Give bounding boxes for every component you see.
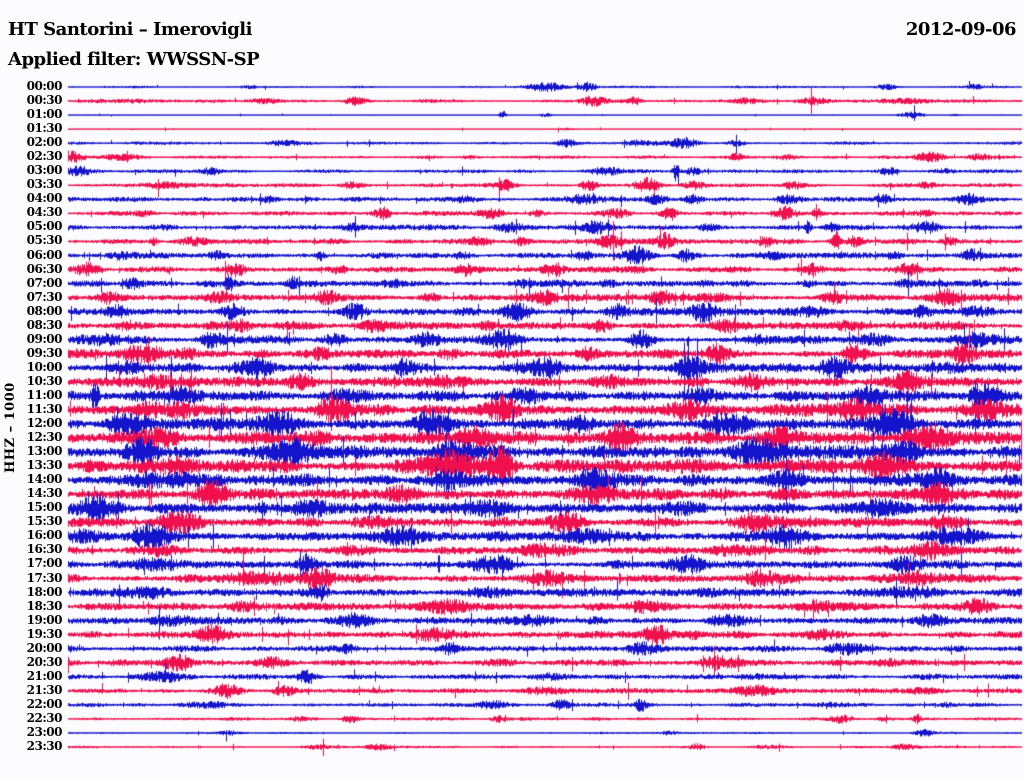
time-label: 10:30 — [26, 373, 63, 388]
time-label: 16:30 — [26, 542, 63, 557]
time-label: 07:30 — [26, 289, 63, 304]
time-label: 14:30 — [26, 486, 63, 501]
record-date: 2012-09-06 — [905, 19, 1017, 40]
time-label: 02:00 — [26, 135, 63, 150]
time-label: 22:00 — [26, 696, 63, 711]
time-label: 05:00 — [26, 219, 63, 234]
time-label: 23:30 — [26, 739, 63, 754]
time-label: 08:00 — [26, 303, 63, 318]
time-label: 06:30 — [26, 261, 63, 276]
time-label: 11:30 — [26, 401, 63, 416]
time-label: 21:00 — [26, 668, 63, 683]
time-label: 17:30 — [26, 570, 63, 585]
time-label: 04:30 — [26, 205, 63, 220]
time-label: 23:00 — [26, 724, 63, 739]
time-label: 12:30 — [26, 430, 63, 445]
time-label: 00:00 — [26, 79, 63, 93]
time-label: 01:30 — [26, 121, 63, 136]
time-label: 01:00 — [26, 107, 63, 122]
applied-filter-label: Applied filter: WWSSN-SP — [8, 49, 260, 70]
time-label: 07:00 — [26, 275, 63, 290]
time-label: 17:00 — [26, 556, 63, 571]
time-label: 18:00 — [26, 584, 63, 599]
time-label: 03:00 — [26, 163, 63, 178]
time-label: 19:00 — [26, 612, 63, 627]
time-label: 10:00 — [26, 359, 63, 374]
time-label: 19:30 — [26, 626, 63, 641]
time-label: 00:30 — [26, 93, 63, 108]
time-label: 20:00 — [26, 640, 63, 655]
station-title: HT Santorini – Imerovigli — [8, 19, 252, 40]
time-label: 08:30 — [26, 317, 63, 332]
time-label: 05:30 — [26, 233, 63, 248]
time-label: 21:30 — [26, 682, 63, 697]
time-label: 13:00 — [26, 444, 63, 459]
time-label: 14:00 — [26, 472, 63, 487]
time-label: 12:00 — [26, 416, 63, 431]
time-label: 15:00 — [26, 500, 63, 515]
time-label: 15:30 — [26, 514, 63, 529]
time-label: 20:30 — [26, 654, 63, 669]
time-label: 04:00 — [26, 191, 63, 206]
time-label: 09:00 — [26, 331, 63, 346]
time-label: 16:00 — [26, 528, 63, 543]
time-label: 02:30 — [26, 149, 63, 164]
time-label: 18:30 — [26, 598, 63, 613]
time-label: 13:30 — [26, 458, 63, 473]
time-label: 22:30 — [26, 710, 63, 725]
time-label: 09:30 — [26, 345, 63, 360]
time-label: 11:00 — [26, 387, 63, 402]
time-label: 03:30 — [26, 177, 63, 192]
time-label: 06:00 — [26, 247, 63, 262]
